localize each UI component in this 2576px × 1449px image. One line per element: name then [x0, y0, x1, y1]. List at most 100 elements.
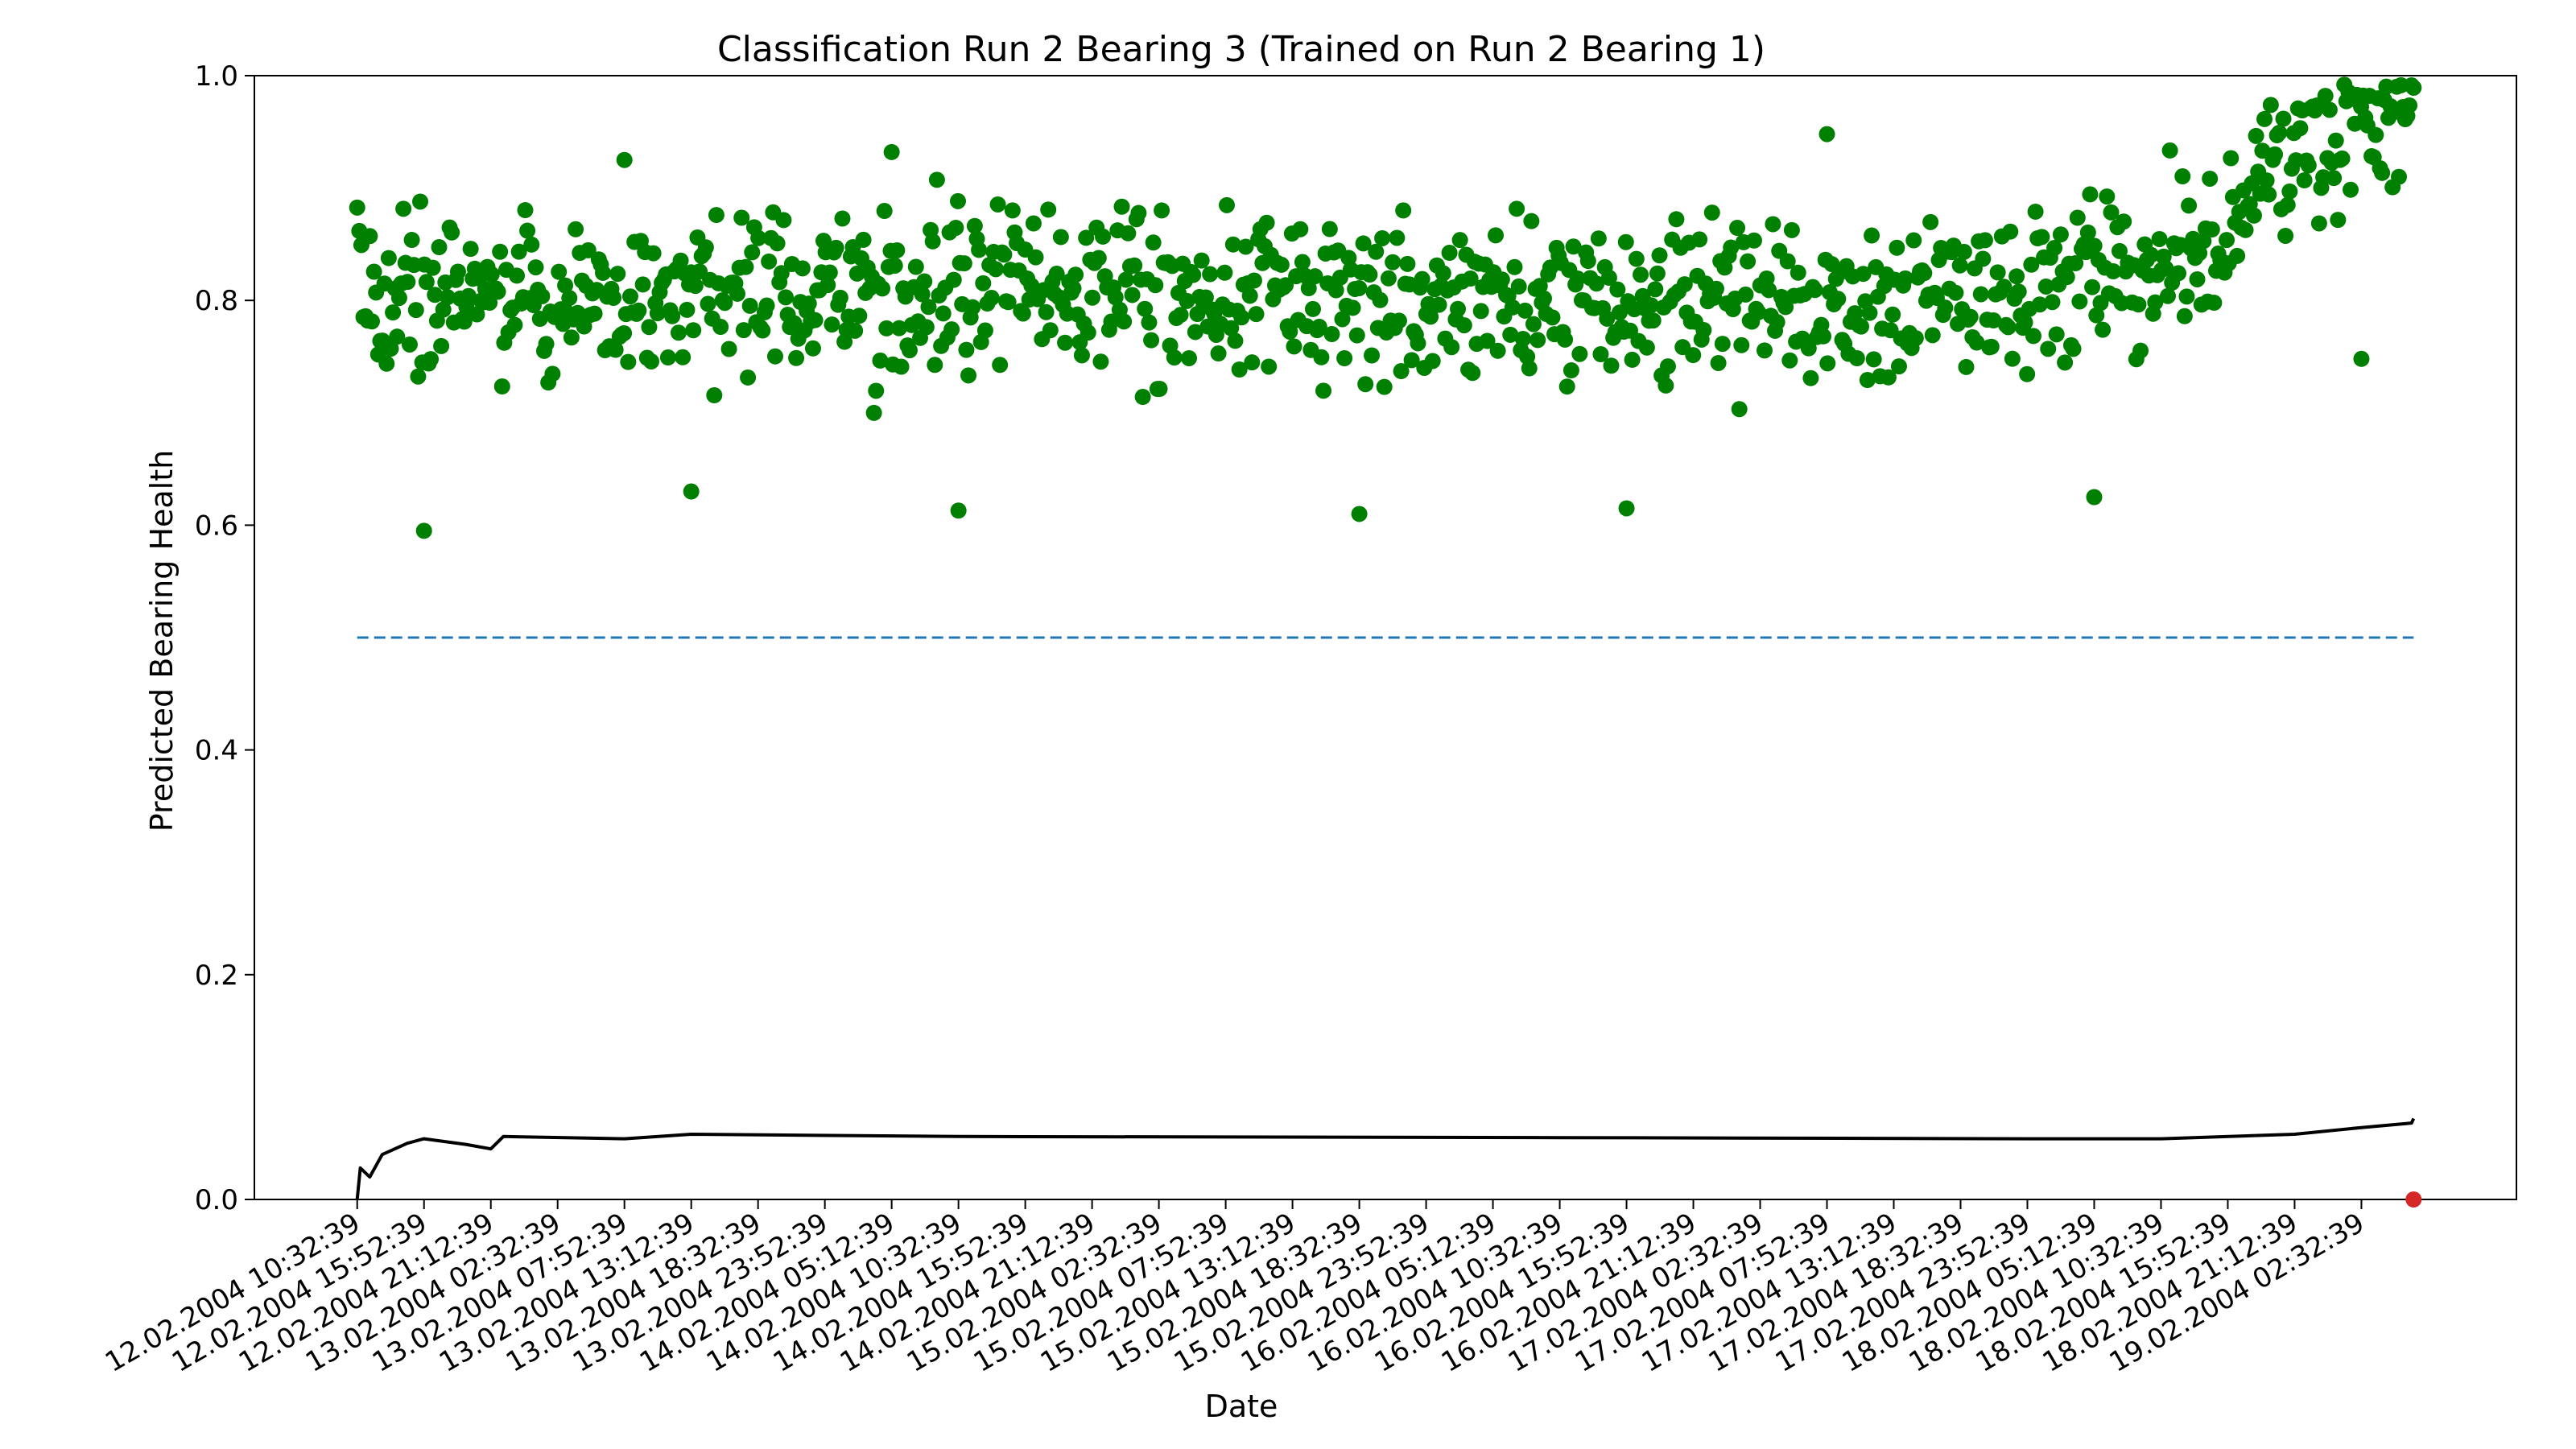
- scatter-point: [2082, 186, 2099, 203]
- scatter-point: [1504, 299, 1521, 316]
- scatter-point: [2017, 314, 2033, 331]
- scatter-point: [876, 203, 893, 220]
- scatter-point: [1151, 381, 1168, 398]
- scatter-point: [2181, 197, 2198, 214]
- scatter-point: [1462, 270, 1479, 287]
- scatter-point: [1351, 506, 1368, 522]
- scatter-point: [1443, 339, 1460, 356]
- scatter-point: [1818, 126, 1835, 142]
- scatter-point: [1294, 254, 1311, 270]
- scatter-point: [886, 257, 903, 274]
- scatter-point: [2159, 287, 2176, 304]
- scatter-point: [2010, 283, 2027, 300]
- scatter-point: [976, 322, 993, 339]
- scatter-point: [769, 235, 786, 252]
- scatter-point: [2223, 150, 2240, 167]
- scatter-point: [1976, 232, 1993, 249]
- scatter-point: [1218, 196, 1235, 213]
- scatter-point: [1885, 306, 1901, 323]
- scatter-point: [927, 357, 943, 374]
- scatter-point: [788, 349, 805, 366]
- scatter-point: [1216, 264, 1233, 281]
- scatter-point: [1781, 352, 1798, 369]
- scatter-point: [1038, 303, 1055, 320]
- scatter-point: [821, 264, 838, 281]
- scatter-point: [385, 304, 402, 321]
- scatter-point: [1802, 369, 1819, 386]
- scatter-point: [983, 290, 1000, 307]
- scatter-point: [741, 297, 758, 314]
- scatter-point: [1510, 278, 1527, 295]
- scatter-point: [2206, 295, 2223, 312]
- scatter-point: [2151, 230, 2168, 247]
- scatter-point: [1304, 300, 1321, 317]
- scatter-point: [2391, 168, 2408, 185]
- scatter-point: [800, 295, 817, 312]
- scatter-point: [828, 239, 844, 256]
- scatter-point: [1983, 338, 2000, 355]
- scatter-point: [1315, 382, 1332, 399]
- health-line: [355, 1117, 2416, 1200]
- scatter-point: [2033, 229, 2050, 246]
- scatter-point: [1855, 266, 1872, 283]
- scatter-point: [2248, 127, 2264, 144]
- scatter-point: [2086, 489, 2103, 506]
- scatter-point: [1819, 355, 1836, 372]
- scatter-point: [834, 210, 851, 227]
- scatter-point: [1042, 322, 1059, 339]
- scatter-point: [2031, 296, 2048, 313]
- scatter-point: [675, 349, 691, 365]
- y-tick-label: 1.0: [195, 60, 238, 93]
- scatter-point: [1599, 310, 1616, 327]
- scatter-point: [1233, 309, 1250, 326]
- scatter-point: [1327, 282, 1344, 299]
- scatter-point: [949, 192, 966, 209]
- scatter-point: [700, 295, 716, 312]
- scatter-point: [819, 277, 836, 294]
- scatter-point: [766, 348, 783, 365]
- scatter-point: [1080, 324, 1096, 341]
- scatter-point: [1750, 303, 1767, 320]
- scatter-point: [523, 236, 540, 253]
- scatter-point: [563, 329, 580, 346]
- scatter-point: [890, 320, 907, 336]
- scatter-point: [1057, 334, 1074, 351]
- scatter-point: [1231, 361, 1248, 378]
- scatter-point: [1493, 271, 1510, 288]
- scatter-point: [1624, 351, 1641, 368]
- scatter-point: [958, 341, 975, 358]
- scatter-point: [2300, 157, 2317, 174]
- scatter-point: [2019, 365, 2036, 382]
- scatter-point: [659, 349, 676, 366]
- scatter-point: [2157, 260, 2174, 277]
- scatter-point: [1947, 284, 1964, 301]
- scatter-point: [1487, 227, 1504, 244]
- scatter-point: [1357, 376, 1374, 393]
- scatter-point: [914, 286, 931, 303]
- scatter-point: [1617, 233, 1634, 250]
- scatter-point: [1761, 282, 1777, 299]
- scatter-point: [2002, 223, 2019, 240]
- scatter-point: [1202, 266, 1219, 283]
- scatter-point: [2262, 97, 2279, 114]
- scatter-point: [580, 242, 597, 258]
- scatter-point: [920, 299, 937, 316]
- scatter-point: [865, 404, 882, 421]
- scatter-point: [2084, 279, 2101, 295]
- scatter-point: [424, 259, 441, 276]
- scatter-point: [1600, 269, 1617, 286]
- scatter-point: [2327, 132, 2344, 149]
- scatter-point: [1955, 243, 1972, 260]
- scatter-point: [1536, 290, 1553, 307]
- scatter-point: [469, 306, 485, 323]
- scatter-point: [2025, 328, 2041, 345]
- scatter-point: [1523, 213, 1540, 229]
- scatter-point: [2170, 265, 2187, 282]
- scatter-point: [2079, 224, 2096, 241]
- scatter-point: [966, 217, 983, 234]
- scatter-point: [634, 276, 651, 293]
- scatter-point: [1141, 314, 1158, 331]
- scatter-point: [399, 274, 416, 291]
- scatter-point: [2086, 237, 2103, 254]
- scatter-point: [510, 243, 527, 260]
